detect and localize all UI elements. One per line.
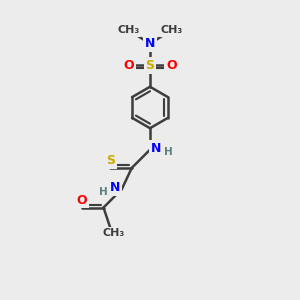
Text: N: N [152, 142, 162, 155]
Text: O: O [166, 59, 177, 72]
Text: S: S [106, 154, 115, 167]
Text: CH₃: CH₃ [103, 228, 125, 238]
Text: CH₃: CH₃ [160, 25, 183, 35]
Text: S: S [146, 59, 154, 72]
Text: O: O [77, 194, 87, 207]
Text: H: H [164, 147, 173, 157]
Text: H: H [99, 187, 108, 197]
Text: CH₃: CH₃ [117, 25, 140, 35]
Text: O: O [123, 59, 134, 72]
Text: N: N [110, 182, 120, 194]
Text: N: N [145, 37, 155, 50]
